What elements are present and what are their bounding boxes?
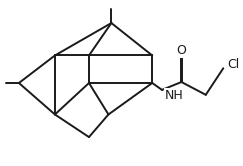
Text: NH: NH (165, 89, 184, 102)
Text: O: O (176, 44, 186, 57)
Text: Cl: Cl (227, 58, 239, 71)
